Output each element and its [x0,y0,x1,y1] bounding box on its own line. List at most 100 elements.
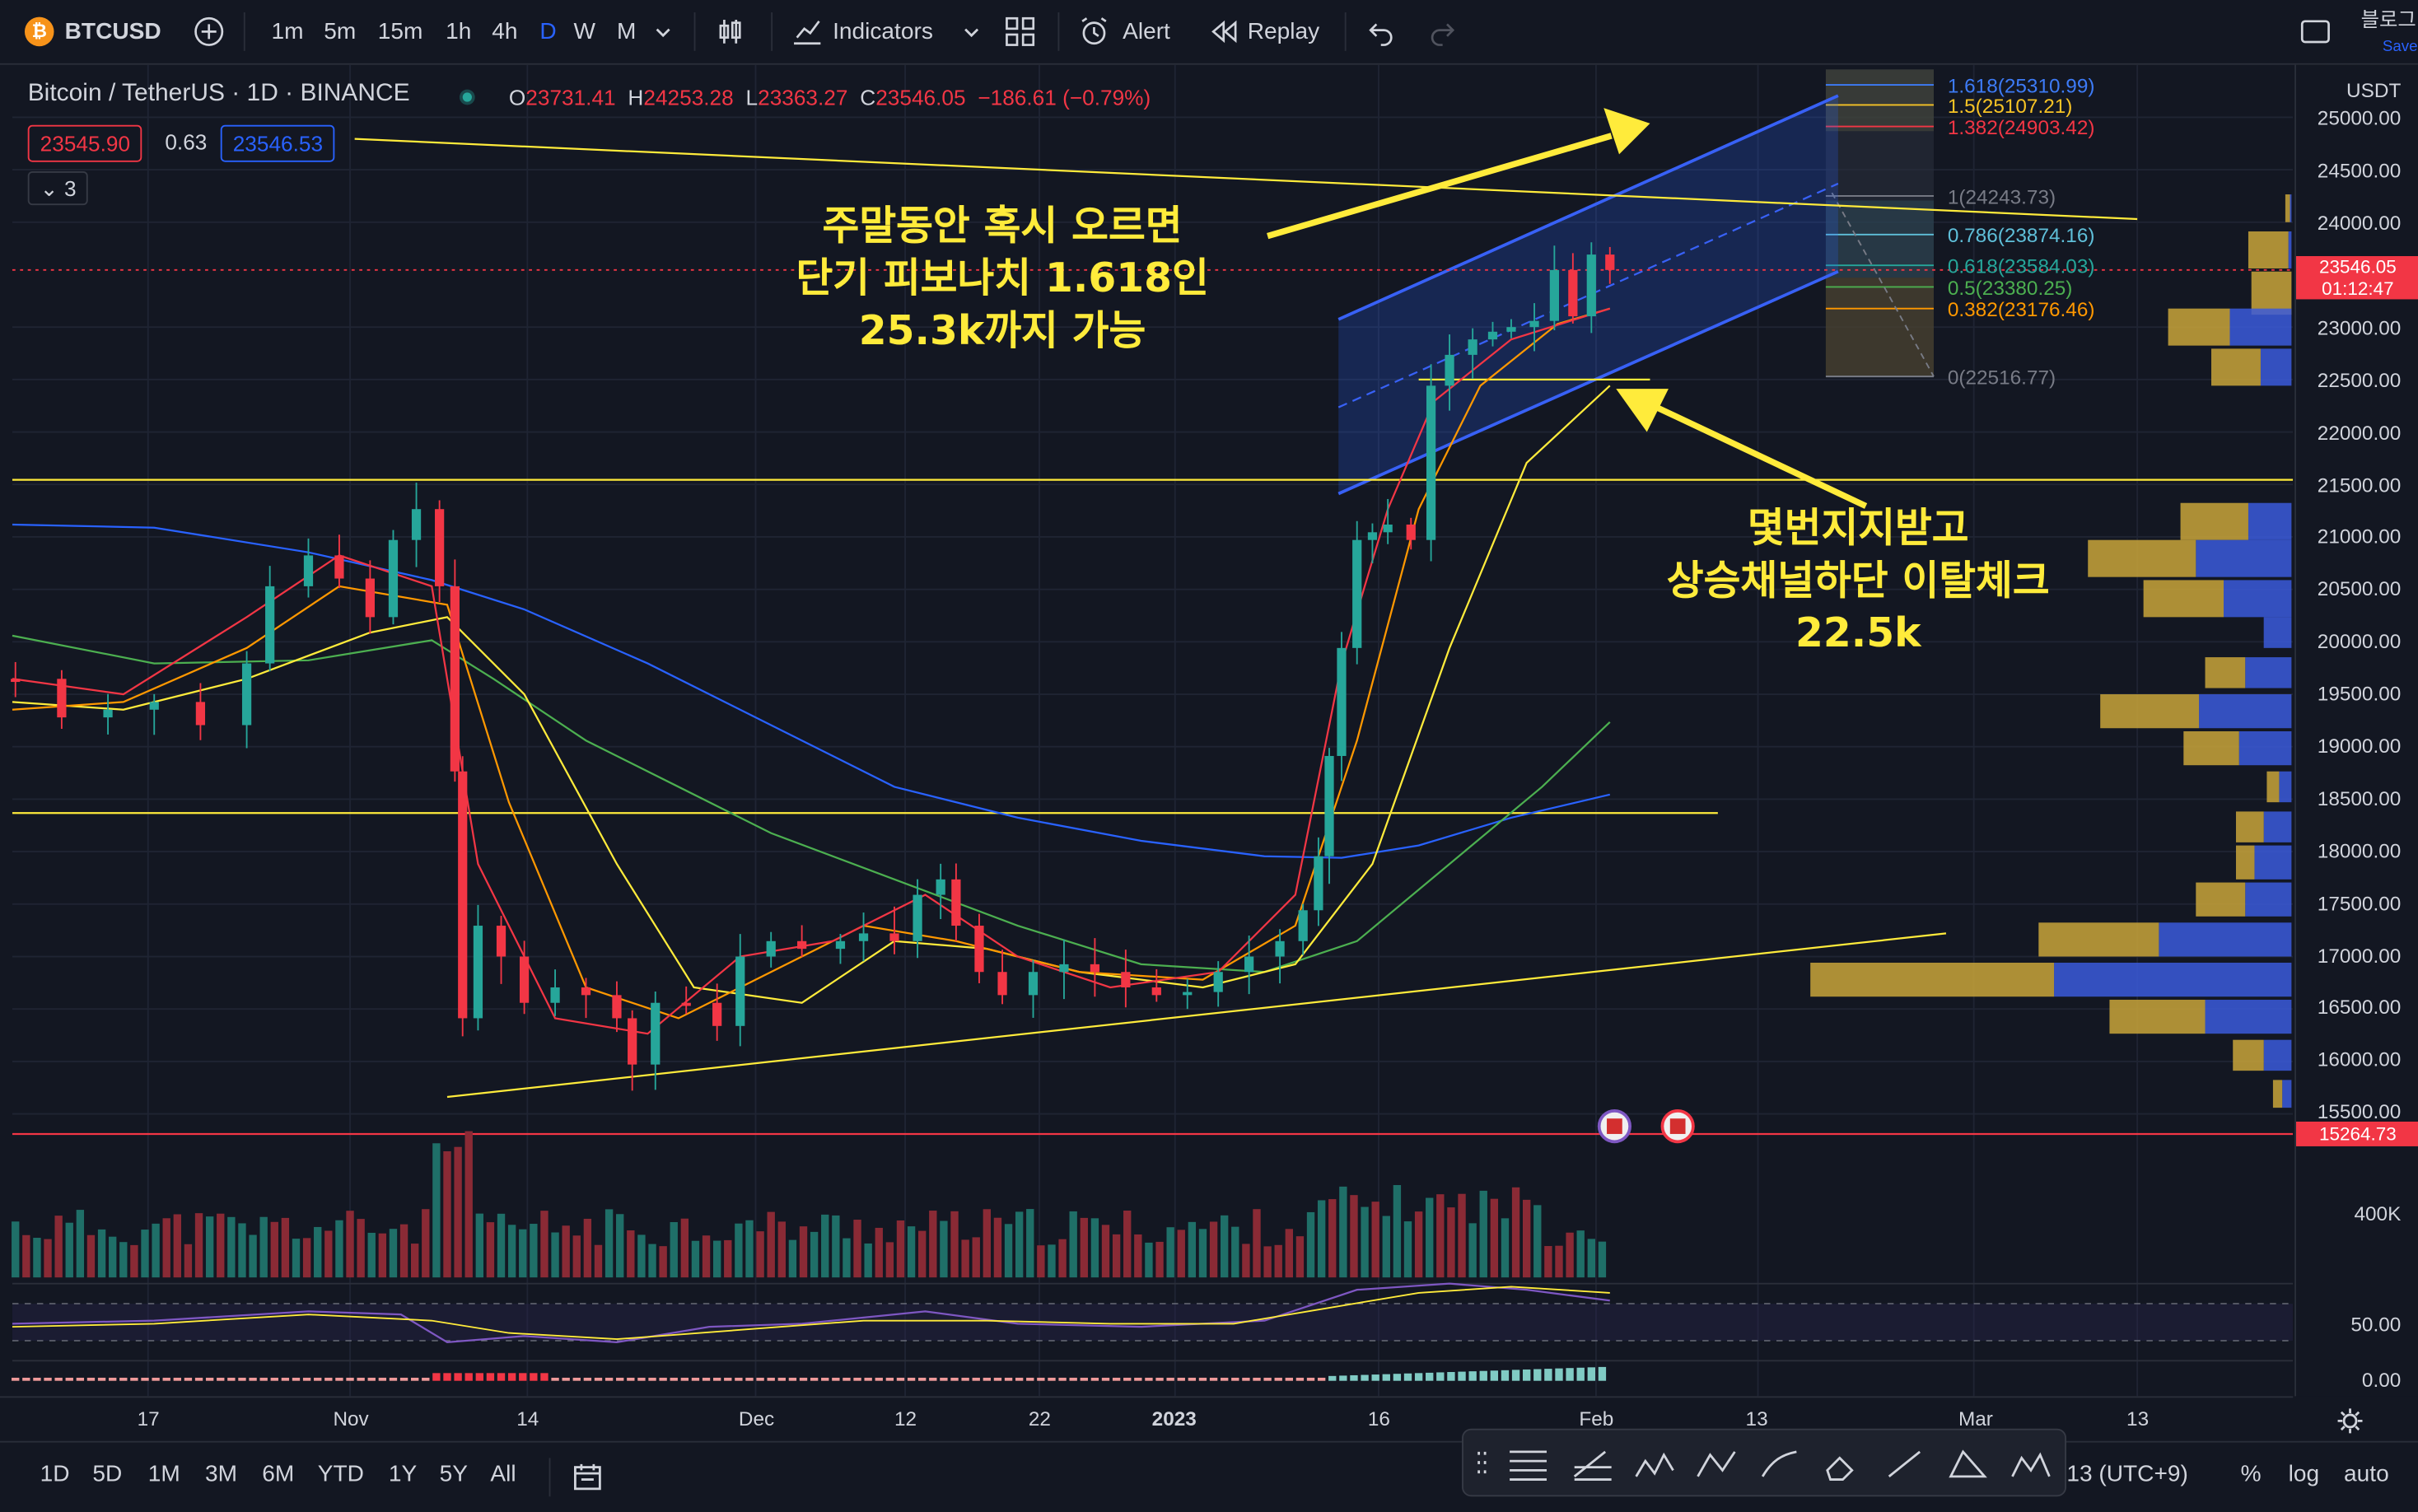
layout-grid-icon[interactable] [1002,14,1038,49]
macd-bar [389,1377,398,1381]
interval-1h-button[interactable]: 1h [446,18,472,45]
candle-body [1445,354,1454,386]
time-tick: 16 [1367,1407,1390,1430]
range-all-button[interactable]: All [490,1461,516,1487]
redo-icon[interactable] [1425,14,1460,49]
candle-body [473,926,483,1019]
auto-scale-button[interactable]: auto [2344,1461,2389,1487]
chevron-down-icon[interactable] [651,20,675,44]
macd-bar [1382,1374,1390,1381]
chart-pane[interactable]: Bitcoin / TetherUS · 1D · BINANCE O23731… [0,64,2294,1397]
candle-body [1059,964,1069,973]
chevron-down-icon[interactable] [959,20,984,44]
fib-level-label: 1.5(25107.21) [1947,94,2073,118]
macd-bar [1350,1374,1358,1381]
candle-style-icon[interactable] [712,14,748,49]
calendar-goto-icon[interactable] [571,1459,604,1493]
volume-bar [519,1229,527,1278]
volume-bar [702,1235,711,1278]
currency-label[interactable]: USDT [2346,78,2402,102]
log-scale-button[interactable]: log [2288,1461,2320,1487]
macd-bar [238,1377,246,1381]
range-1m-button[interactable]: 1M [147,1461,180,1487]
macd-bar [1436,1372,1445,1381]
macd-bar [22,1377,30,1381]
range-1y-button[interactable]: 1Y [388,1461,418,1487]
volume-bar [1468,1223,1477,1278]
ma-200-line [12,523,1611,859]
volume-bar [238,1223,246,1278]
volume-bar [249,1234,257,1278]
compare-add-icon[interactable] [191,14,226,49]
interval-5m-button[interactable]: 5m [324,18,357,45]
price-axis[interactable]: USDT 25000.00 24500.00 24000.00 23000.00 225… [2294,64,2418,1397]
macd-bar [1403,1373,1412,1381]
buy-button[interactable]: 23546.53 [220,124,336,162]
range-1d-button[interactable]: 1D [40,1461,70,1487]
interval-w-button[interactable]: W [573,18,596,45]
macd-bar [1576,1367,1585,1381]
time-axis[interactable]: 17 Nov 14 Dec 12 22 2023 16 Feb 13 Mar 13 [0,1396,2363,1440]
candle-body [1352,539,1362,648]
volume-bar [1112,1234,1121,1278]
percent-scale-button[interactable]: % [2240,1461,2262,1487]
range-3m-button[interactable]: 3M [205,1461,238,1487]
interval-4h-button[interactable]: 4h [492,18,518,45]
macd-bar [346,1377,354,1381]
macd-bar [1112,1377,1121,1381]
volume-bar [324,1230,333,1278]
candle-body [1028,972,1039,996]
macd-bar [540,1373,548,1381]
volume-bar [389,1229,398,1278]
volume-bar [1058,1239,1067,1278]
indicators-collapse-button[interactable]: ⌄ 3 [27,170,89,206]
volume-bar [1155,1241,1164,1278]
volume-bar [530,1224,538,1278]
candle-body [550,987,560,1003]
symbol-search-button[interactable]: BTCUSD [64,18,161,45]
indicators-button[interactable]: Indicators [833,18,933,45]
elliott-wave-icon [1635,1452,1674,1477]
candle-body [334,555,344,579]
interval-d-button[interactable]: D [539,18,557,45]
sell-button[interactable]: 23545.90 [27,124,143,162]
interval-m-button[interactable]: M [616,18,637,45]
ohlc-values: O23731.41 H24253.28 L23363.27 C23546.05 … [508,85,1151,110]
range-5y-button[interactable]: 5Y [439,1461,469,1487]
settings-gear-icon[interactable] [2335,1406,2365,1436]
macd-bar [1306,1377,1315,1381]
interval-1m-button[interactable]: 1m [271,18,304,45]
volume-bar [1274,1244,1282,1278]
replay-button[interactable]: Replay [1247,18,1320,45]
range-5d-button[interactable]: 5D [92,1461,123,1487]
volume-bar [335,1220,343,1278]
fullscreen-icon[interactable] [2298,14,2333,49]
osc-tick-50: 50.00 [2350,1313,2402,1337]
volume-bar [1339,1186,1347,1278]
macd-bar [1468,1371,1477,1381]
interval-15m-button[interactable]: 15m [377,18,423,45]
save-link[interactable]: Save [2382,38,2418,56]
alert-button[interactable]: Alert [1123,18,1170,45]
alarm-clock-icon[interactable] [1076,14,1112,49]
candle-body [1337,647,1347,756]
volume-bar [1295,1236,1305,1278]
range-ytd-button[interactable]: YTD [317,1461,364,1487]
volume-bar [907,1226,916,1278]
volume-bar [1090,1218,1099,1278]
indicators-icon[interactable] [790,14,825,49]
undo-icon[interactable] [1363,14,1398,49]
volume-bar [1598,1241,1607,1278]
volume-bar [1306,1211,1315,1278]
time-tick: 13 [1745,1407,1768,1430]
range-6m-button[interactable]: 6M [262,1461,295,1487]
timezone-button[interactable]: :13 (UTC+9) [2060,1461,2188,1487]
macd-bar [497,1373,506,1381]
publish-button[interactable]: 블로그 [2360,7,2416,31]
volume-bar [1382,1216,1390,1278]
price-tick: 19500.00 [2317,682,2402,706]
price-tick: 19000.00 [2317,734,2402,758]
macd-bar [1522,1369,1531,1381]
replay-icon[interactable] [1206,14,1241,49]
candle-body [889,933,899,941]
